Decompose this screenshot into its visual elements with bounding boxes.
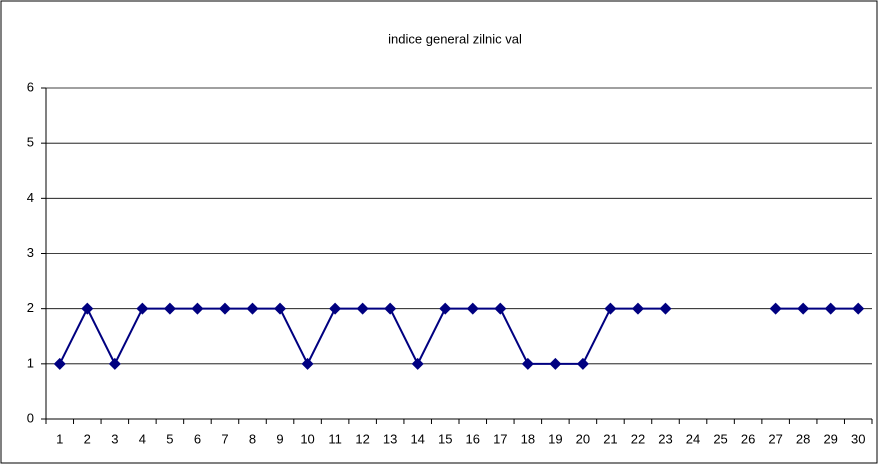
marker — [824, 302, 837, 315]
marker — [631, 302, 644, 315]
marker — [108, 357, 121, 370]
marker — [852, 302, 865, 315]
marker — [191, 302, 204, 315]
x-tick-label: 30 — [851, 431, 865, 446]
y-tick-label: 6 — [27, 79, 34, 94]
x-tick-label: 6 — [194, 431, 201, 446]
y-tick-label: 2 — [27, 300, 34, 315]
marker — [466, 302, 479, 315]
x-tick-label: 1 — [56, 431, 63, 446]
marker — [384, 302, 397, 315]
y-tick-label: 1 — [27, 355, 34, 370]
x-tick-label: 13 — [383, 431, 397, 446]
x-tick-label: 5 — [166, 431, 173, 446]
marker — [246, 302, 259, 315]
x-tick-label: 24 — [686, 431, 700, 446]
marker — [218, 302, 231, 315]
x-tick-label: 22 — [631, 431, 645, 446]
x-tick-label: 10 — [300, 431, 314, 446]
marker — [301, 357, 314, 370]
marker — [274, 302, 287, 315]
marker — [411, 357, 424, 370]
x-tick-label: 17 — [493, 431, 507, 446]
x-tick-label: 21 — [603, 431, 617, 446]
x-tick-label: 29 — [823, 431, 837, 446]
x-tick-label: 15 — [438, 431, 452, 446]
x-tick-label: 8 — [249, 431, 256, 446]
x-tick-label: 25 — [713, 431, 727, 446]
x-tick-label: 2 — [84, 431, 91, 446]
y-tick-label: 5 — [27, 135, 34, 150]
marker — [521, 357, 534, 370]
x-tick-label: 11 — [328, 431, 342, 446]
y-tick-label: 4 — [27, 190, 34, 205]
marker — [356, 302, 369, 315]
marker — [659, 302, 672, 315]
marker — [136, 302, 149, 315]
marker — [439, 302, 452, 315]
x-tick-label: 20 — [576, 431, 590, 446]
marker — [549, 357, 562, 370]
x-tick-label: 9 — [276, 431, 283, 446]
marker — [576, 357, 589, 370]
marker — [163, 302, 176, 315]
marker — [494, 302, 507, 315]
marker — [769, 302, 782, 315]
marker — [81, 302, 94, 315]
x-tick-label: 12 — [355, 431, 369, 446]
y-tick-label: 0 — [27, 410, 34, 425]
x-tick-label: 18 — [521, 431, 535, 446]
x-tick-label: 28 — [796, 431, 810, 446]
x-tick-label: 23 — [658, 431, 672, 446]
x-tick-label: 3 — [111, 431, 118, 446]
x-tick-label: 16 — [466, 431, 480, 446]
marker — [53, 357, 66, 370]
x-tick-label: 19 — [548, 431, 562, 446]
y-tick-label: 3 — [27, 245, 34, 260]
marker — [797, 302, 810, 315]
x-tick-label: 7 — [221, 431, 228, 446]
x-tick-label: 26 — [741, 431, 755, 446]
x-tick-label: 14 — [410, 431, 424, 446]
marker — [329, 302, 342, 315]
x-tick-label: 4 — [139, 431, 146, 446]
marker — [604, 302, 617, 315]
x-tick-label: 27 — [768, 431, 782, 446]
chart-title: indice general zilnic val — [388, 31, 522, 46]
